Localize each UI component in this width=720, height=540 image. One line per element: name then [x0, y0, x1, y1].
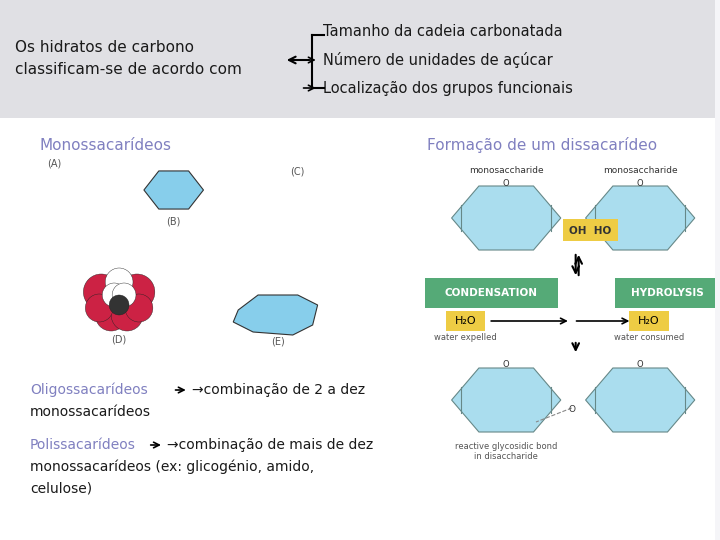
Text: water expelled: water expelled	[434, 334, 497, 342]
FancyBboxPatch shape	[563, 219, 618, 241]
Text: Localização dos grupos funcionais: Localização dos grupos funcionais	[323, 80, 572, 96]
Circle shape	[84, 274, 119, 310]
Text: (B): (B)	[166, 217, 181, 227]
Circle shape	[111, 299, 143, 331]
Text: O: O	[503, 179, 510, 188]
Text: monossacarídeos: monossacarídeos	[30, 405, 150, 419]
FancyBboxPatch shape	[446, 311, 485, 331]
Circle shape	[99, 280, 139, 320]
Polygon shape	[233, 295, 318, 335]
FancyBboxPatch shape	[0, 118, 715, 540]
Text: Os hidratos de carbono: Os hidratos de carbono	[15, 40, 194, 56]
FancyBboxPatch shape	[616, 278, 719, 308]
Text: →combinação de 2 a dez: →combinação de 2 a dez	[192, 383, 365, 397]
Text: (C): (C)	[291, 167, 305, 177]
Text: O: O	[568, 405, 575, 414]
Text: water consumed: water consumed	[614, 334, 684, 342]
Text: H₂O: H₂O	[455, 316, 477, 326]
Text: O: O	[637, 360, 644, 369]
Text: monossacarídeos (ex: glicogénio, amido,: monossacarídeos (ex: glicogénio, amido,	[30, 460, 314, 474]
Text: Formação de um dissacarídeo: Formação de um dissacarídeo	[427, 137, 657, 153]
Circle shape	[105, 268, 133, 296]
Text: HYDROLYSIS: HYDROLYSIS	[631, 288, 703, 298]
Text: Monossacarídeos: Monossacarídeos	[40, 138, 171, 152]
Text: classificam-se de acordo com: classificam-se de acordo com	[15, 63, 242, 78]
Text: monosaccharide: monosaccharide	[603, 166, 678, 175]
Circle shape	[109, 295, 129, 315]
Polygon shape	[144, 171, 204, 209]
Text: reactive glycosidic bond
in disaccharide: reactive glycosidic bond in disaccharide	[455, 442, 557, 461]
Text: Oligossacarídeos: Oligossacarídeos	[30, 383, 148, 397]
Polygon shape	[585, 186, 695, 250]
Text: Tamanho da cadeia carbonatada: Tamanho da cadeia carbonatada	[323, 24, 562, 39]
Circle shape	[86, 294, 113, 322]
Circle shape	[102, 283, 126, 307]
FancyBboxPatch shape	[425, 278, 558, 308]
Text: OH  HO: OH HO	[570, 226, 612, 236]
Text: O: O	[637, 179, 644, 188]
Text: CONDENSATION: CONDENSATION	[445, 288, 538, 298]
FancyBboxPatch shape	[0, 0, 715, 120]
Text: Polissacarídeos: Polissacarídeos	[30, 438, 135, 452]
Polygon shape	[451, 186, 561, 250]
Text: Número de unidades de açúcar: Número de unidades de açúcar	[323, 52, 552, 68]
Text: (D): (D)	[112, 334, 127, 344]
Text: →combinação de mais de dez: →combinação de mais de dez	[167, 438, 373, 452]
Circle shape	[119, 274, 155, 310]
Text: (A): (A)	[48, 159, 62, 169]
Text: (E): (E)	[271, 337, 285, 347]
Circle shape	[112, 283, 136, 307]
Text: H₂O: H₂O	[639, 316, 660, 326]
Circle shape	[125, 294, 153, 322]
Text: celulose): celulose)	[30, 482, 92, 496]
Polygon shape	[451, 368, 561, 432]
FancyBboxPatch shape	[629, 311, 669, 331]
Text: O: O	[503, 360, 510, 369]
Text: monosaccharide: monosaccharide	[469, 166, 544, 175]
Circle shape	[95, 299, 127, 331]
Polygon shape	[585, 368, 695, 432]
